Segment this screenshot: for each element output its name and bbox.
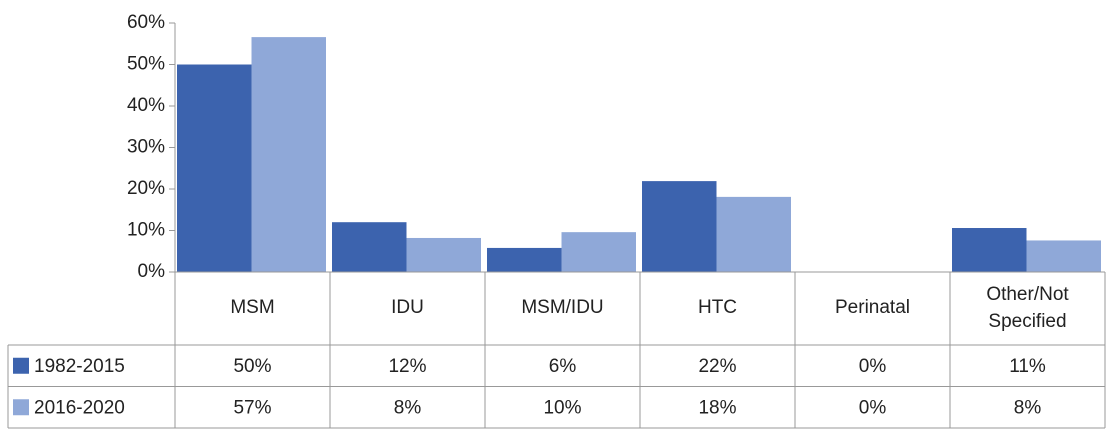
data-label: 57% bbox=[233, 397, 271, 418]
x-tick-label-box: Perinatal bbox=[835, 297, 910, 319]
bar bbox=[642, 181, 717, 272]
data-label: 8% bbox=[394, 397, 422, 418]
x-tick-label: Other/Not Specified bbox=[986, 283, 1069, 332]
data-label: 18% bbox=[698, 397, 736, 418]
legend-label: 2016-2020 bbox=[34, 397, 125, 418]
x-tick-label-box: Other/Not Specified bbox=[986, 283, 1069, 332]
bar bbox=[716, 196, 791, 272]
bar bbox=[1026, 240, 1101, 272]
bar bbox=[487, 247, 562, 272]
bar bbox=[561, 232, 636, 272]
y-tick-label: 0% bbox=[138, 261, 166, 282]
data-label: 11% bbox=[1009, 356, 1046, 377]
y-tick-label: 60% bbox=[127, 12, 165, 33]
bar bbox=[952, 228, 1027, 272]
x-tick-label: IDU bbox=[391, 297, 424, 319]
bar bbox=[177, 64, 252, 272]
y-tick-label: 40% bbox=[127, 95, 165, 116]
y-tick-label: 20% bbox=[127, 178, 165, 199]
x-tick-label: HTC bbox=[697, 297, 738, 319]
data-label: 10% bbox=[543, 397, 581, 418]
y-tick-label: 10% bbox=[127, 220, 165, 241]
data-label: 0% bbox=[859, 356, 887, 377]
data-label: 8% bbox=[1014, 397, 1042, 418]
x-tick-label: Perinatal bbox=[835, 297, 910, 319]
bar bbox=[406, 237, 481, 272]
x-tick-label-box: IDU bbox=[391, 297, 424, 319]
x-tick-label: MSM bbox=[230, 297, 275, 319]
data-label: 12% bbox=[388, 356, 426, 377]
bar bbox=[251, 37, 326, 272]
data-label: 0% bbox=[859, 397, 887, 418]
data-label: 50% bbox=[233, 356, 271, 377]
legend-swatch bbox=[13, 399, 29, 416]
x-tick-label-box: HTC bbox=[697, 297, 738, 319]
x-tick-label-box: MSM bbox=[230, 297, 275, 319]
y-tick-label: 30% bbox=[127, 137, 165, 158]
bar bbox=[332, 222, 407, 272]
data-label: 22% bbox=[698, 356, 736, 377]
y-tick-label: 50% bbox=[127, 54, 165, 75]
legend-swatch bbox=[13, 357, 29, 374]
x-tick-label: MSM/IDU bbox=[521, 297, 604, 319]
x-tick-label-box: MSM/IDU bbox=[521, 297, 604, 319]
data-label: 6% bbox=[549, 356, 577, 377]
legend-label: 1982-2015 bbox=[34, 356, 125, 377]
